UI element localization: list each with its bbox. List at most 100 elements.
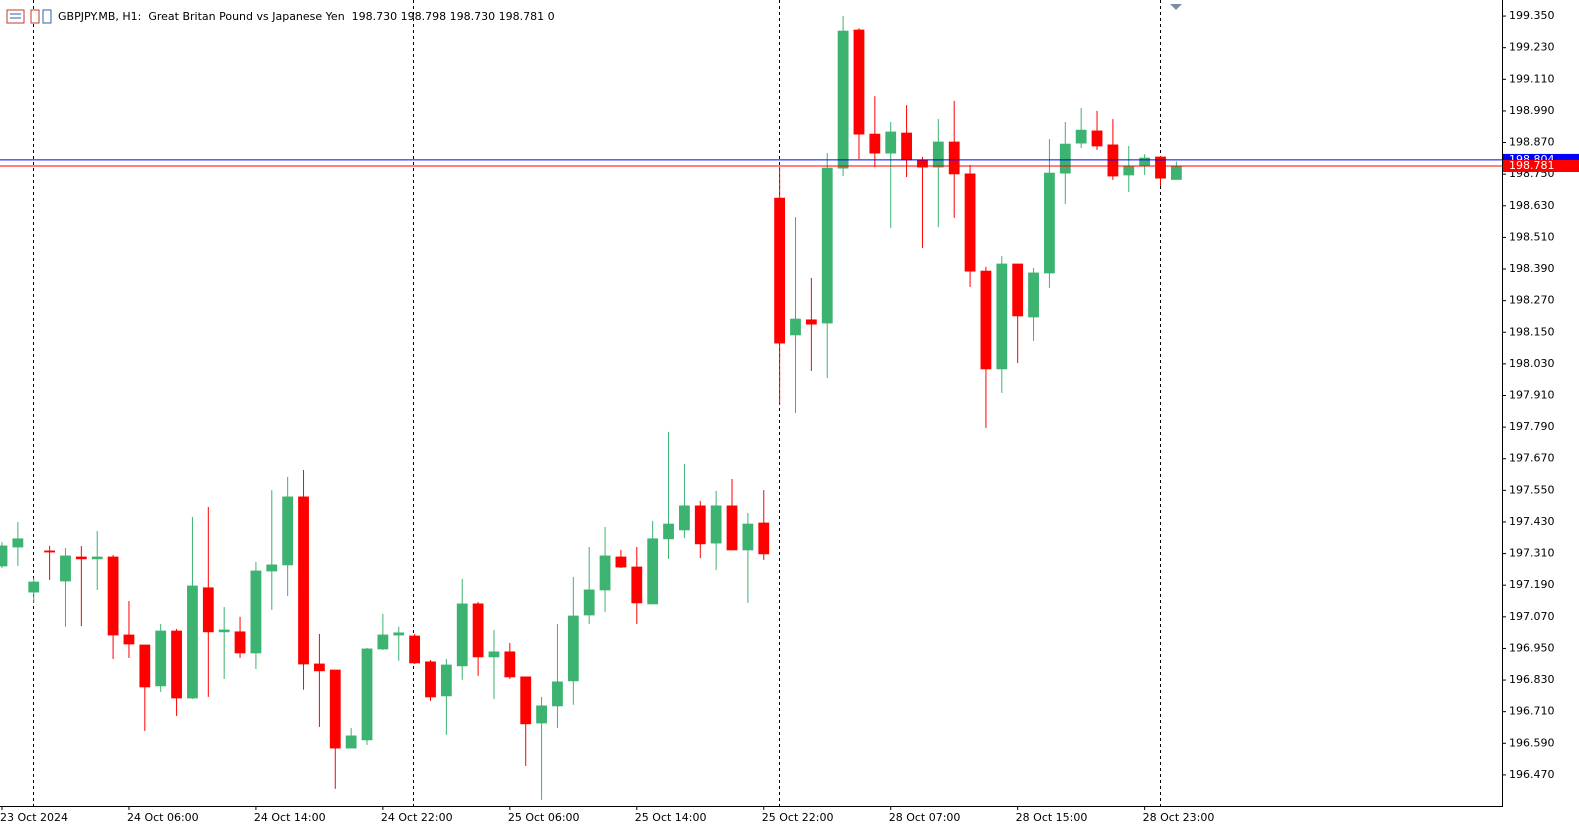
y-tick-label: 197.550 [1509, 483, 1555, 496]
y-tick-label: 196.830 [1509, 673, 1555, 686]
candle-body [425, 661, 436, 698]
header-icons [6, 9, 52, 24]
candle-body [456, 603, 468, 667]
y-tick-label: 197.670 [1509, 452, 1555, 465]
candle-body [107, 556, 119, 636]
candle-body [377, 634, 389, 650]
candle-body [187, 585, 198, 699]
candle-body [615, 556, 627, 568]
price-label-box [1503, 159, 1579, 172]
candle-body [409, 635, 421, 664]
candle-body [393, 632, 405, 636]
candle-body [44, 550, 56, 553]
y-tick-label: 198.390 [1509, 262, 1555, 275]
candle-body [361, 648, 373, 741]
icon [30, 9, 40, 24]
candle-body [821, 167, 833, 324]
y-tick-label: 197.910 [1509, 388, 1555, 401]
candle-body [1155, 156, 1166, 179]
candle-body [440, 664, 452, 697]
candle-body [12, 538, 24, 548]
candle-body [1123, 165, 1135, 176]
candle-body [75, 556, 87, 560]
candle-body [758, 522, 770, 555]
candle-body [726, 505, 738, 551]
icon [42, 9, 52, 24]
y-tick-label: 197.070 [1509, 610, 1555, 623]
y-tick-label: 198.510 [1509, 230, 1555, 243]
candle-body [0, 545, 8, 567]
candle-body [663, 523, 674, 540]
candle-body [313, 663, 325, 672]
candle-body [980, 270, 992, 370]
candle-body [599, 555, 611, 591]
y-tick-label: 198.990 [1509, 104, 1555, 117]
y-tick-label: 196.590 [1509, 736, 1555, 749]
x-tick-label: 24 Oct 06:00 [127, 811, 199, 824]
candle-body [996, 263, 1008, 370]
candle-body [1059, 143, 1071, 174]
x-tick-label: 25 Oct 22:00 [762, 811, 834, 824]
y-tick-label: 198.270 [1509, 294, 1555, 307]
icon [6, 9, 25, 24]
candle-body [1139, 157, 1151, 167]
symbol-title: GBPJPY.MB, H1: Great Britan Pound vs Jap… [58, 10, 345, 23]
x-tick-label: 25 Oct 06:00 [508, 811, 580, 824]
x-tick-label: 28 Oct 07:00 [889, 811, 961, 824]
candle-body [1170, 165, 1182, 180]
header-price: 198.730 [352, 10, 398, 23]
shift-marker [1170, 4, 1182, 10]
x-tick-label: 24 Oct 22:00 [381, 811, 453, 824]
candle-body [234, 631, 246, 654]
candle-body [155, 630, 167, 687]
x-tick-label: 23 Oct 2024 [0, 811, 68, 824]
header-price: 198.730 [450, 10, 496, 23]
candle-body [790, 318, 801, 336]
candle-body [964, 173, 976, 272]
y-tick-label: 198.030 [1509, 357, 1555, 370]
header-volume: 0 [548, 10, 555, 23]
candle-body [869, 133, 881, 154]
x-tick-label: 24 Oct 14:00 [254, 811, 326, 824]
candle-body [345, 735, 357, 749]
candle-body [520, 676, 532, 725]
candle-body [837, 30, 849, 169]
candle-body [202, 587, 214, 633]
candle-body [282, 496, 294, 566]
header-price: 198.781 [499, 10, 545, 23]
x-tick-label: 28 Oct 23:00 [1143, 811, 1215, 824]
candle-body [583, 589, 595, 616]
x-tick-label: 25 Oct 14:00 [635, 811, 707, 824]
x-tick-label: 28 Oct 15:00 [1016, 811, 1088, 824]
candle-body [91, 556, 103, 560]
candle-body [218, 629, 230, 633]
candle-body [472, 603, 484, 658]
candle-body [123, 634, 135, 645]
y-tick-label: 197.790 [1509, 420, 1555, 433]
header-price: 198.798 [401, 10, 447, 23]
candle-body [567, 615, 579, 682]
candle-body [805, 319, 817, 325]
candle-body [1028, 272, 1039, 318]
y-tick-label: 198.150 [1509, 325, 1555, 338]
candle-body [250, 570, 262, 654]
candle-body [710, 505, 722, 544]
price-label: 198.781 [1509, 159, 1555, 172]
y-tick-label: 198.870 [1509, 136, 1555, 149]
y-tick-label: 197.190 [1509, 578, 1555, 591]
candle-body [1091, 130, 1103, 147]
y-tick-label: 196.950 [1509, 641, 1555, 654]
candle-body [266, 564, 278, 572]
y-tick-label: 197.430 [1509, 515, 1555, 528]
y-tick-label: 199.350 [1509, 9, 1555, 22]
candle-body [28, 581, 40, 593]
candle-body [932, 141, 944, 168]
y-tick-label: 199.230 [1509, 41, 1555, 54]
y-tick-label: 198.630 [1509, 199, 1555, 212]
candle-body [885, 131, 897, 154]
candle-body [647, 538, 659, 605]
candle-body [1107, 144, 1119, 177]
